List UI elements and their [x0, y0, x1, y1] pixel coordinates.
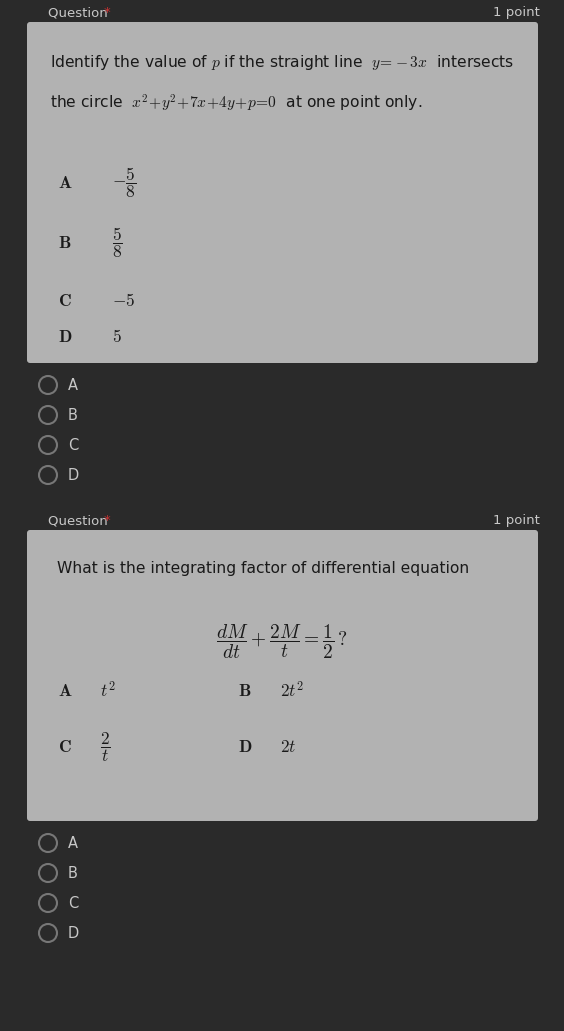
Text: $t^2$: $t^2$: [100, 680, 116, 701]
Text: $2t^2$: $2t^2$: [280, 680, 305, 701]
Text: $5$: $5$: [112, 328, 122, 346]
Text: $\mathbf{A}$: $\mathbf{A}$: [58, 681, 73, 700]
Text: B: B: [68, 407, 78, 423]
Text: 1 point: 1 point: [493, 6, 540, 19]
Text: $-\dfrac{5}{8}$: $-\dfrac{5}{8}$: [112, 166, 136, 200]
Text: Identify the value of $p$ if the straight line  $y\!=\!-3x$  intersects: Identify the value of $p$ if the straigh…: [50, 53, 514, 72]
Text: D: D: [68, 467, 80, 483]
Text: $\mathbf{D}$: $\mathbf{D}$: [58, 328, 72, 346]
Text: $\mathbf{B}$: $\mathbf{B}$: [238, 681, 252, 700]
Text: 1 point: 1 point: [493, 514, 540, 527]
Text: $\mathbf{B}$: $\mathbf{B}$: [58, 234, 72, 252]
Text: the circle  $x^2\!+\!y^2\!+\!7x\!+\!4y\!+\!p\!=\!0$  at one point only.: the circle $x^2\!+\!y^2\!+\!7x\!+\!4y\!+…: [50, 93, 422, 114]
Text: $\mathbf{A}$: $\mathbf{A}$: [58, 174, 73, 192]
FancyBboxPatch shape: [27, 530, 538, 821]
Text: C: C: [68, 437, 78, 453]
Text: $\dfrac{5}{8}$: $\dfrac{5}{8}$: [112, 226, 123, 260]
Text: D: D: [68, 926, 80, 940]
Text: $\mathbf{C}$: $\mathbf{C}$: [58, 292, 72, 310]
Text: *: *: [104, 514, 111, 527]
Text: *: *: [104, 6, 111, 19]
Text: B: B: [68, 865, 78, 880]
FancyBboxPatch shape: [27, 22, 538, 363]
Text: C: C: [68, 896, 78, 910]
Text: What is the integrating factor of differential equation: What is the integrating factor of differ…: [57, 561, 469, 576]
Text: Question: Question: [48, 514, 112, 527]
Text: $2t$: $2t$: [280, 738, 297, 756]
FancyBboxPatch shape: [0, 1006, 564, 1031]
Text: $\mathbf{C}$: $\mathbf{C}$: [58, 738, 72, 756]
Text: Question: Question: [48, 6, 112, 19]
Text: A: A: [68, 835, 78, 851]
Text: $-5$: $-5$: [112, 292, 135, 310]
Text: $\dfrac{dM}{dt}+\dfrac{2M}{t}=\dfrac{1}{2}\,?$: $\dfrac{dM}{dt}+\dfrac{2M}{t}=\dfrac{1}{…: [216, 623, 348, 661]
Text: $\dfrac{2}{t}$: $\dfrac{2}{t}$: [100, 730, 111, 764]
Text: $\mathbf{D}$: $\mathbf{D}$: [238, 738, 252, 756]
Text: A: A: [68, 377, 78, 393]
